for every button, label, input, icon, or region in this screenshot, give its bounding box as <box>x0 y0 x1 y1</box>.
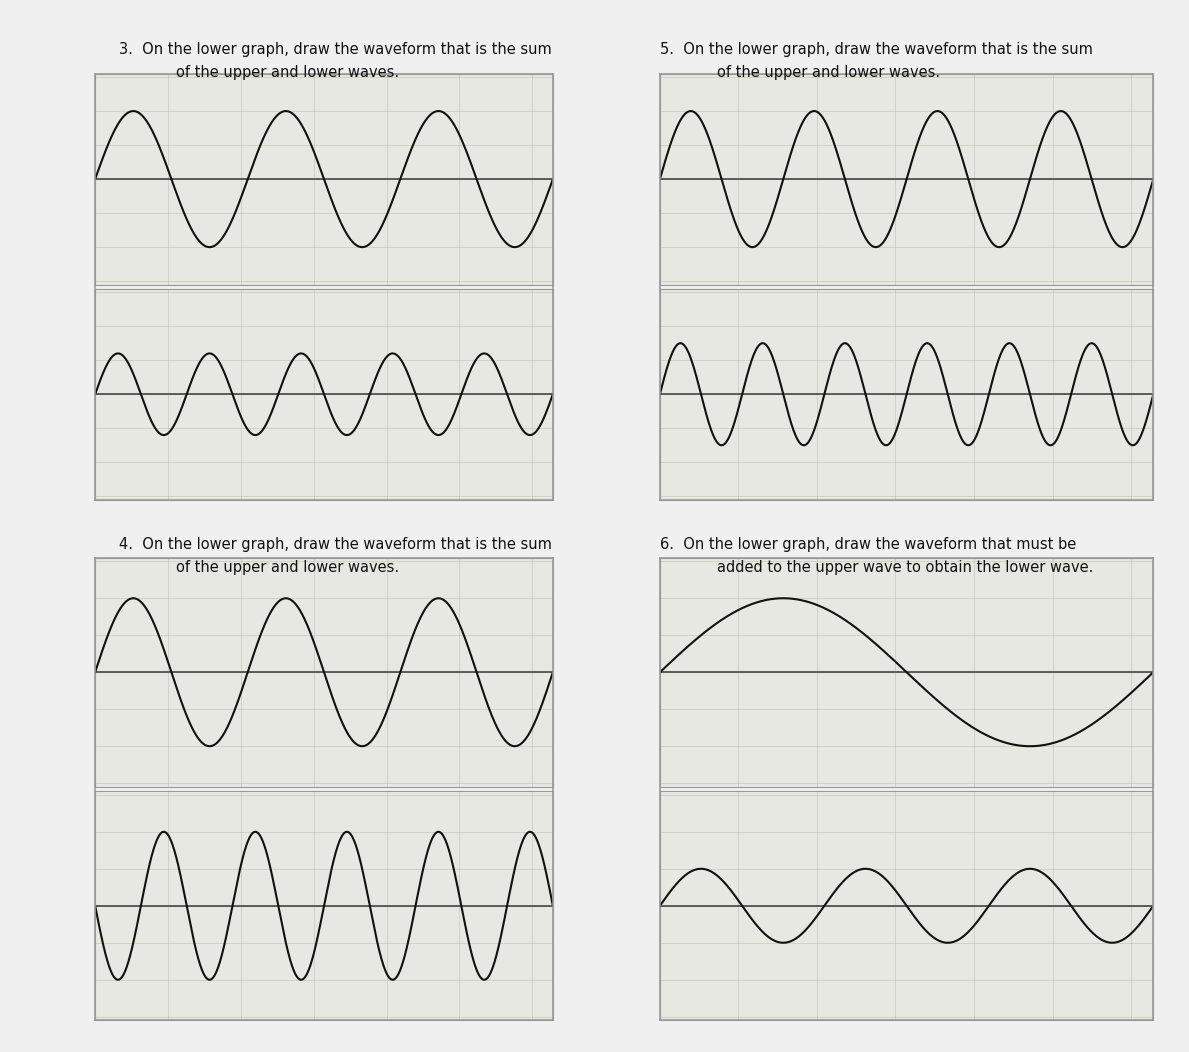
Text: 6.  On the lower graph, draw the waveform that must be: 6. On the lower graph, draw the waveform… <box>660 537 1076 551</box>
Text: 3.  On the lower graph, draw the waveform that is the sum: 3. On the lower graph, draw the waveform… <box>119 42 552 57</box>
Text: of the upper and lower waves.: of the upper and lower waves. <box>176 560 400 574</box>
Text: 4.  On the lower graph, draw the waveform that is the sum: 4. On the lower graph, draw the waveform… <box>119 537 552 551</box>
Text: of the upper and lower waves.: of the upper and lower waves. <box>717 65 940 80</box>
Text: 5.  On the lower graph, draw the waveform that is the sum: 5. On the lower graph, draw the waveform… <box>660 42 1093 57</box>
Text: of the upper and lower waves.: of the upper and lower waves. <box>176 65 400 80</box>
Text: added to the upper wave to obtain the lower wave.: added to the upper wave to obtain the lo… <box>717 560 1094 574</box>
